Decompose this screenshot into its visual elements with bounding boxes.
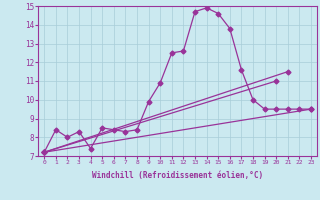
X-axis label: Windchill (Refroidissement éolien,°C): Windchill (Refroidissement éolien,°C) xyxy=(92,171,263,180)
